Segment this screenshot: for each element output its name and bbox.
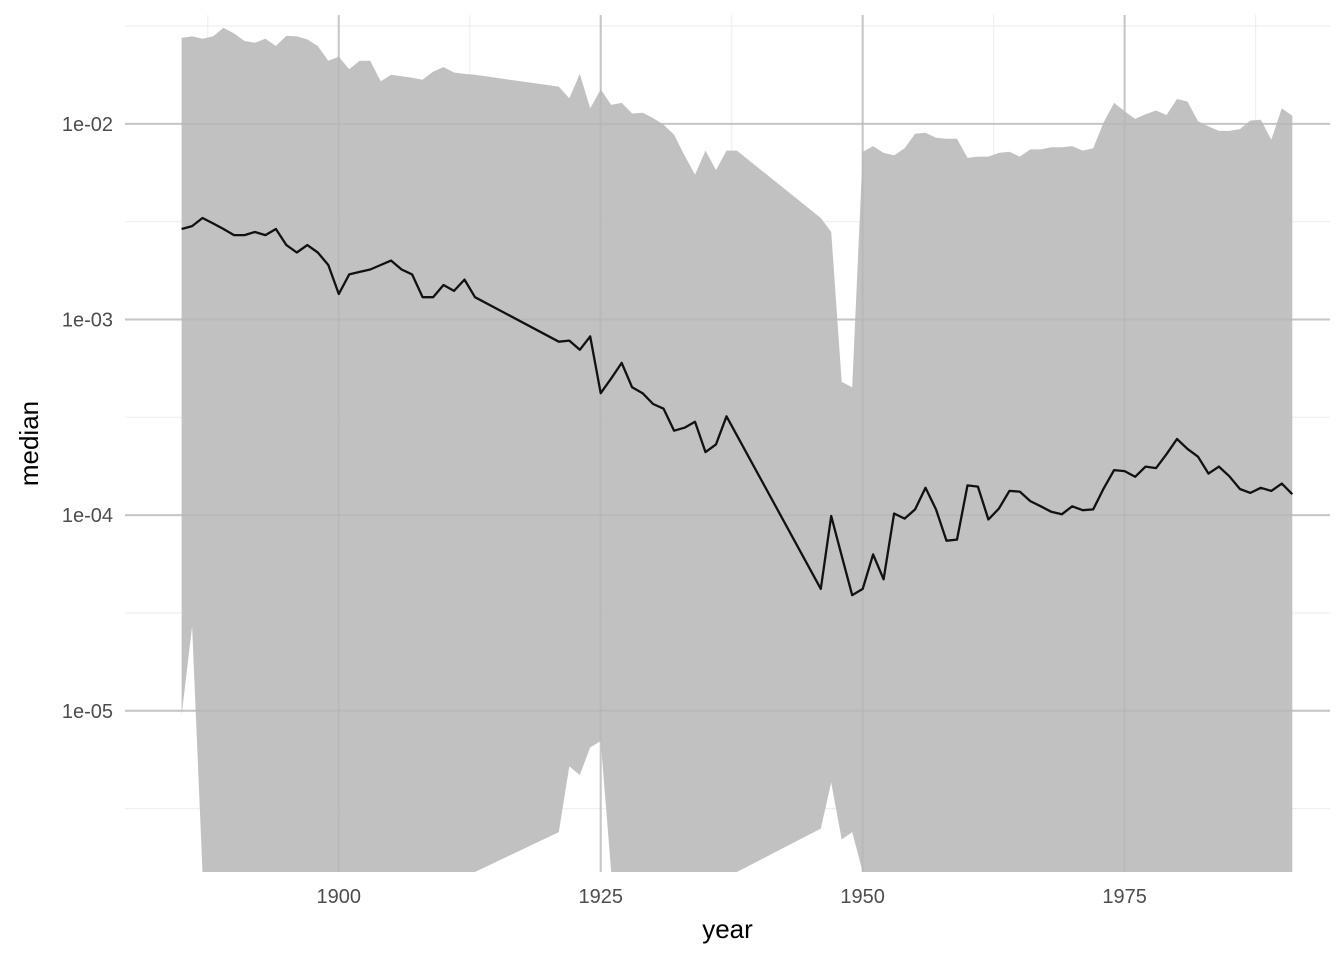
x-tick-label: 1925 <box>578 886 623 908</box>
median-points <box>181 217 1293 596</box>
median-line <box>181 216 1294 597</box>
x-tick-label: 1950 <box>840 886 885 908</box>
y-axis-title: median <box>14 401 44 486</box>
y-tick-label: 1e-03 <box>62 309 113 331</box>
y-tick-label: 1e-04 <box>62 505 113 527</box>
x-tick-label: 1975 <box>1102 886 1147 908</box>
y-tick-label: 1e-05 <box>62 701 113 723</box>
x-axis-title: year <box>702 914 753 944</box>
y-tick-label: 1e-02 <box>62 114 113 136</box>
ribbon-area <box>181 27 1293 872</box>
y-tick-labels: 1e-05 1e-04 1e-03 1e-02 <box>62 114 113 723</box>
x-tick-labels: 1900 1925 1950 1975 <box>317 886 1147 908</box>
x-tick-label: 1900 <box>317 886 362 908</box>
grid-overlay <box>125 15 1330 872</box>
